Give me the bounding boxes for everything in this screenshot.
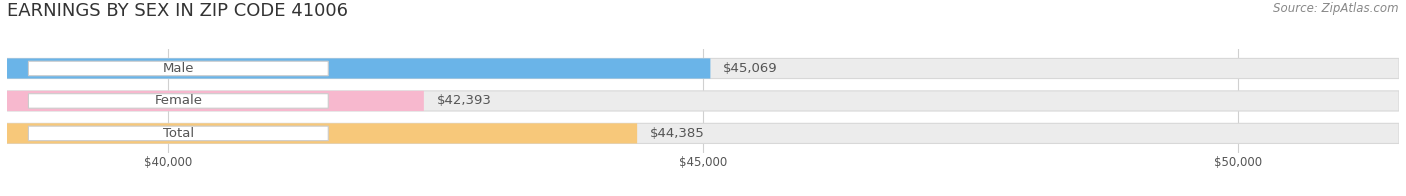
Text: Source: ZipAtlas.com: Source: ZipAtlas.com — [1274, 2, 1399, 15]
FancyBboxPatch shape — [7, 123, 637, 143]
FancyBboxPatch shape — [28, 94, 328, 108]
FancyBboxPatch shape — [28, 61, 328, 76]
Text: $42,393: $42,393 — [437, 94, 492, 107]
Text: EARNINGS BY SEX IN ZIP CODE 41006: EARNINGS BY SEX IN ZIP CODE 41006 — [7, 2, 349, 20]
FancyBboxPatch shape — [7, 91, 423, 111]
FancyBboxPatch shape — [7, 91, 1399, 111]
FancyBboxPatch shape — [7, 58, 710, 79]
FancyBboxPatch shape — [7, 123, 1399, 143]
Text: Female: Female — [155, 94, 202, 107]
FancyBboxPatch shape — [7, 58, 1399, 79]
Text: $44,385: $44,385 — [650, 127, 704, 140]
Text: $45,069: $45,069 — [723, 62, 778, 75]
Text: Male: Male — [163, 62, 194, 75]
Text: Total: Total — [163, 127, 194, 140]
FancyBboxPatch shape — [28, 126, 328, 141]
